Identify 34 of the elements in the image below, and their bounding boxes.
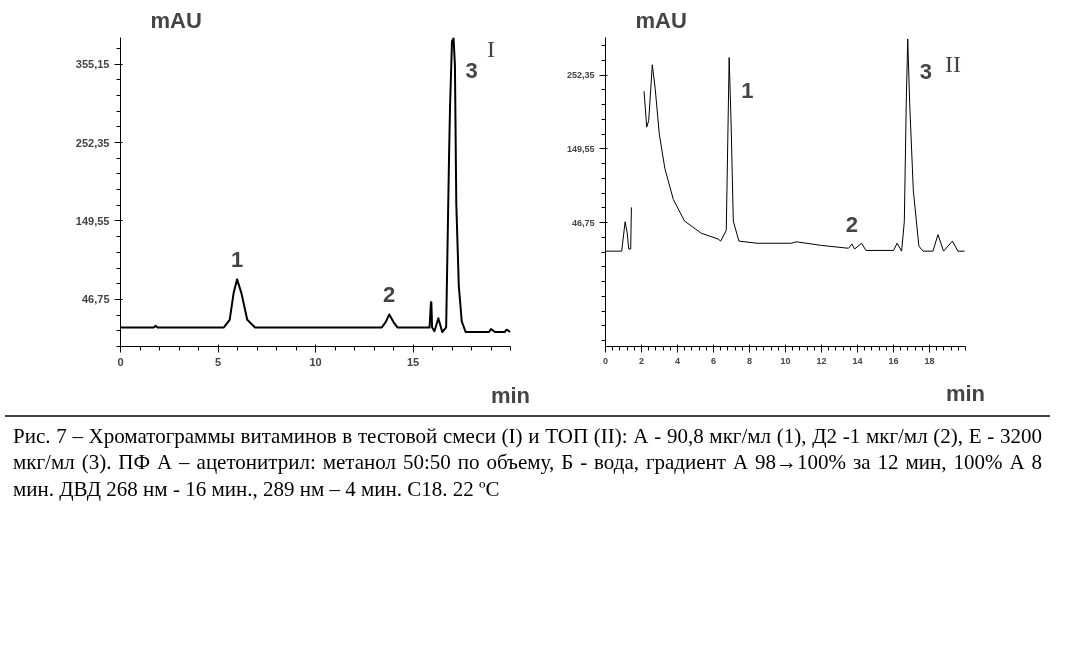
y-tick-label: 149,55 [566,143,595,154]
text: Рис. 7 – Хроматограммы витаминов в тестовой смеси (I) и ТОП (II): А - 90,8 мкг/мл (1), Д2 -1 мкг/мл (2), Е - 3200 мкг/мл (3). ПФ А – ацетонитрил: метанол 50:50 по объему, Б - вода, градиент А 98→100% за 12 мин, 100% А 8 мин. ДВД 268 нм - 16 мин., 289 нм – 4 мин. C18. 22 ºC [13,423,1042,502]
y-tick-label: 149,55 [75,214,110,227]
y-tick-label: 46,75 [571,217,595,228]
x-tick-label: 2 [639,355,645,366]
x-axis-title: min [945,380,986,406]
y-axis-title: mAU [635,7,687,33]
x-tick-label: 4 [675,355,681,366]
x-tick-label: 10 [780,355,791,366]
x-tick-label: 18 [924,355,935,366]
x-tick-label: 10 [309,355,322,368]
x-tick-label: 5 [214,355,222,368]
annotation: 2 [383,282,396,308]
y-tick-label: 355,15 [75,58,110,71]
annotation: 1 [741,77,754,103]
x-tick-label: 0 [117,355,124,368]
annotation: II [944,50,961,77]
annotation: I [487,35,495,62]
annotation: 2 [845,211,859,237]
annotation: 3 [919,58,932,84]
x-tick-label: 12 [816,355,827,366]
y-tick-label: 252,35 [566,70,595,81]
annotation: 3 [465,58,478,84]
annotation: 1 [230,247,244,273]
x-tick-label: 15 [406,355,420,368]
x-tick-label: 14 [852,355,863,366]
x-tick-label: 8 [747,355,753,366]
x-axis-title: min [490,382,531,408]
x-tick-label: 0 [603,355,609,366]
y-axis-title: mAU [150,7,202,33]
x-tick-label: 16 [888,355,899,366]
y-tick-label: 46,75 [81,293,110,306]
x-tick-label: 6 [711,355,717,366]
y-tick-label: 252,35 [75,136,110,149]
